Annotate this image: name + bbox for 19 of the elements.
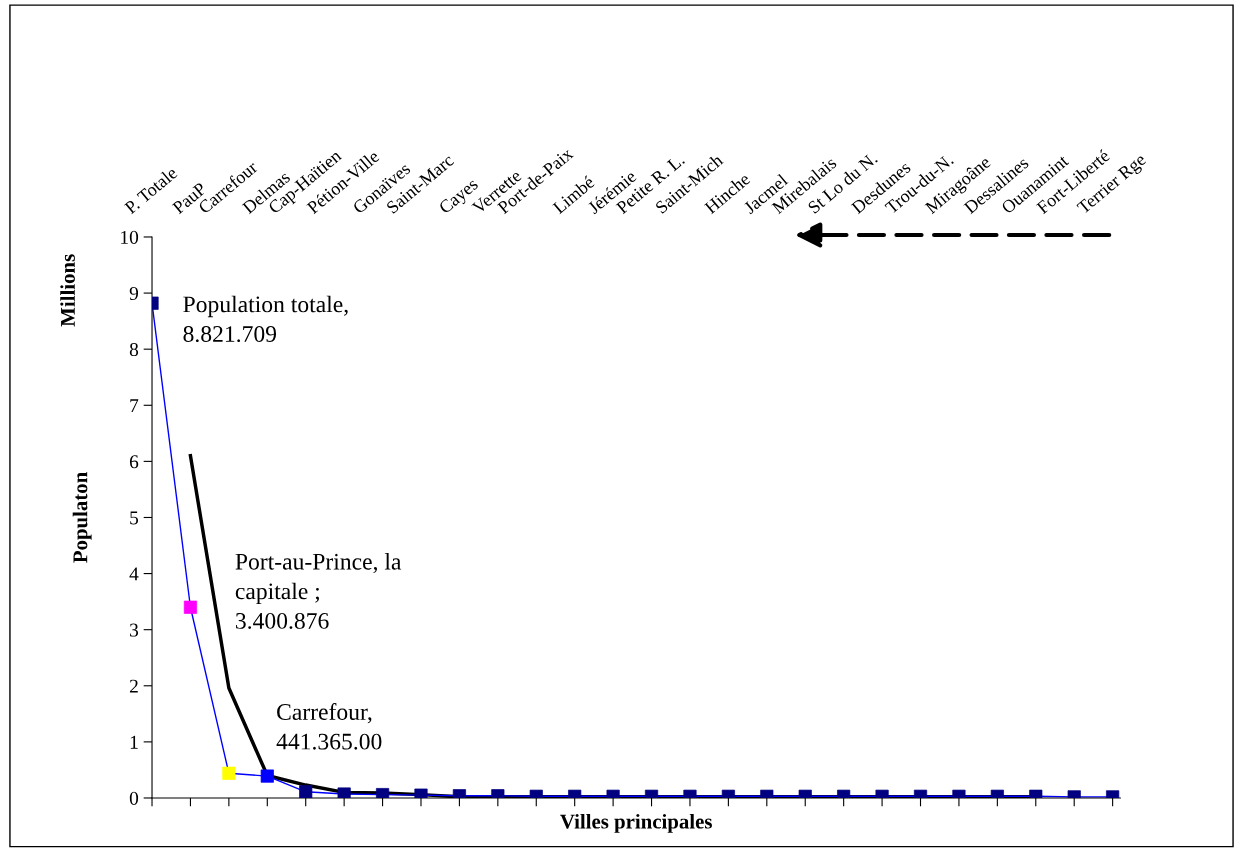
point xyxy=(183,600,197,614)
annotation: Population totale, 8.821.709 xyxy=(183,295,348,343)
y-tick-label: 10 xyxy=(121,230,139,244)
y-tick-label: 1 xyxy=(130,735,138,749)
y-tick-label: 0 xyxy=(129,791,139,805)
y-tick-label: 9 xyxy=(129,286,139,301)
y-tick-label: 5 xyxy=(130,511,139,525)
y-tick-label: 3 xyxy=(130,623,139,637)
y-axis-title: Populaton xyxy=(72,472,92,563)
y-tick-label: 7 xyxy=(130,399,139,413)
annotation: Carrefour, 441.365.00 xyxy=(276,703,382,750)
point xyxy=(376,788,390,798)
y-tick-label: 4 xyxy=(129,567,139,581)
text: Millions xyxy=(60,254,75,327)
annotation: Port-au-Prince, la capitale ; 3.400.876 xyxy=(235,553,402,629)
y-tick-label: 6 xyxy=(129,455,139,469)
x-axis-title: Villes principales xyxy=(560,813,712,833)
y-tick-label: 2 xyxy=(129,679,138,693)
y-tick-label: 8 xyxy=(129,343,139,357)
